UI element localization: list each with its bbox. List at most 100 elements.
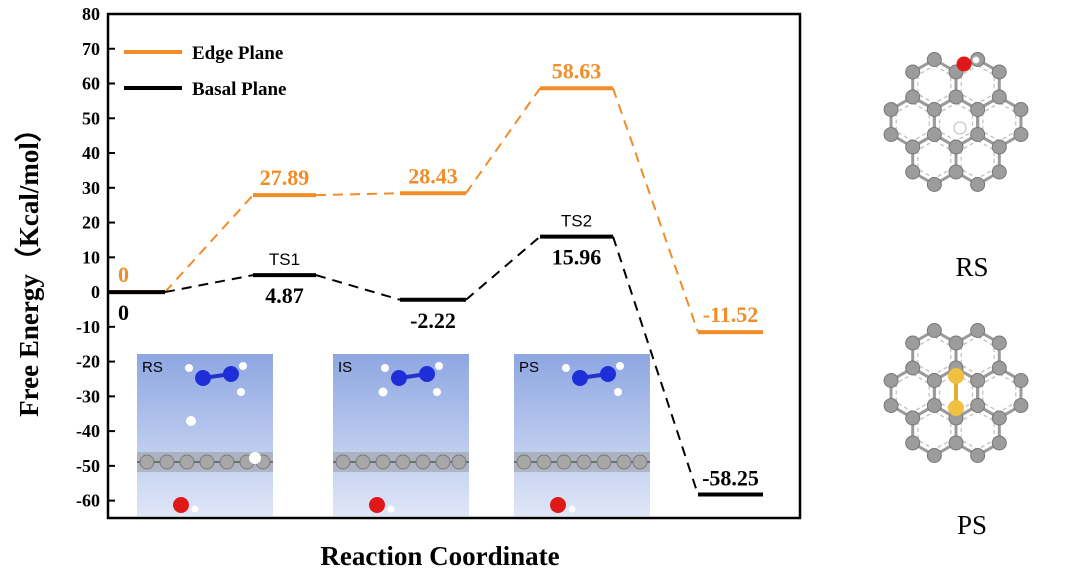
hydrogen-atom	[191, 505, 199, 513]
hydrogen-atom	[953, 121, 967, 135]
carbon-atom	[516, 454, 532, 470]
carbon-atom	[355, 454, 371, 470]
y-tick-label: 50	[82, 108, 100, 128]
hydrogen-atom	[972, 56, 980, 64]
carbon-atom	[991, 164, 1007, 180]
hydrogen-atom	[239, 362, 247, 370]
carbon-atom	[970, 398, 986, 413]
hydrogen-atom	[433, 388, 441, 396]
carbon-atom	[926, 323, 942, 338]
carbon-atom	[905, 360, 921, 376]
side-label-ps: PS	[957, 510, 987, 540]
carbon-atom	[926, 398, 942, 413]
basal-plane-connector-2	[465, 235, 541, 301]
carbon-atom	[616, 454, 632, 470]
carbon-atom	[926, 373, 942, 388]
hydrogen-atom	[249, 452, 261, 464]
aromatic-ring	[982, 102, 1017, 142]
y-tick-label: 10	[82, 247, 100, 267]
carbon-atom	[970, 373, 986, 388]
carbon-atom	[948, 335, 964, 351]
edge-plane-connector-2	[465, 87, 541, 194]
carbon-atom	[159, 454, 175, 470]
hydrogen-atom	[568, 505, 576, 513]
carbon-atom	[991, 435, 1007, 451]
inset-label: RS	[142, 359, 163, 376]
edge-plane-connector-3	[612, 87, 699, 333]
nitrogen-atom	[948, 368, 964, 384]
carbon-atom	[1013, 373, 1029, 388]
carbon-atom	[948, 139, 964, 155]
carbon-atom	[199, 454, 215, 470]
carbon-atom	[1013, 102, 1029, 117]
carbon-atom	[415, 454, 431, 470]
carbon-atom	[991, 64, 1007, 80]
carbon-atom	[1013, 127, 1029, 142]
y-tick-label: 40	[82, 143, 100, 163]
aromatic-ring	[960, 64, 995, 105]
basal-plane-value-label: -2.22	[410, 308, 456, 333]
aromatic-ring	[895, 102, 930, 142]
edge-plane-value-label: 27.89	[260, 165, 310, 190]
inset-structure-is: IS	[333, 354, 469, 516]
y-tick-label: 30	[82, 178, 100, 198]
carbon-atom	[991, 335, 1007, 351]
basal-plane-connector-3	[612, 236, 699, 495]
basal-plane-value-label: 15.96	[552, 245, 602, 270]
aromatic-ring	[960, 139, 995, 180]
carbon-atom	[883, 398, 899, 413]
aromatic-ring	[917, 335, 952, 376]
nitrogen-atom	[600, 366, 616, 382]
edge-plane-connector-1	[315, 192, 401, 197]
aromatic-ring	[895, 373, 930, 413]
carbon-atom	[970, 102, 986, 117]
legend-label: Edge Plane	[192, 43, 283, 64]
nitrogen-atom	[391, 370, 407, 386]
hydrogen-atom	[378, 387, 388, 397]
carbon-atom	[948, 435, 964, 451]
carbon-atom	[970, 323, 986, 338]
edge-plane-value-label: 0	[118, 262, 129, 287]
carbon-atom	[905, 410, 921, 426]
side-label-rs: RS	[955, 252, 988, 282]
side-structure-rs	[883, 52, 1029, 192]
x-axis-title: Reaction Coordinate	[320, 541, 559, 571]
carbon-atom	[926, 177, 942, 192]
y-axis-title: Free Energy（Kcal/mol）	[14, 115, 44, 417]
aromatic-ring	[917, 139, 952, 180]
carbon-atom	[395, 454, 411, 470]
y-tick-label: -30	[76, 386, 100, 406]
aromatic-ring	[960, 410, 995, 451]
carbon-atom	[335, 454, 351, 470]
y-tick-label: -20	[76, 352, 100, 372]
y-tick-label: 60	[82, 74, 100, 94]
carbon-atom	[948, 89, 964, 105]
hydrogen-atom	[616, 362, 624, 370]
carbon-atom	[219, 454, 235, 470]
carbon-atom	[926, 102, 942, 117]
carbon-atom	[632, 454, 648, 470]
aromatic-ring	[938, 102, 974, 142]
carbon-atom	[948, 164, 964, 180]
aromatic-ring	[917, 410, 952, 451]
oxygen-atom	[173, 497, 189, 513]
oxygen-atom	[369, 497, 385, 513]
edge-plane-value-label: 58.63	[552, 58, 602, 83]
carbon-atom	[905, 164, 921, 180]
y-tick-label: -60	[76, 491, 100, 511]
hydrogen-atom	[614, 388, 622, 396]
carbon-atom	[926, 52, 942, 67]
hydrogen-atom	[435, 362, 443, 370]
oxygen-atom	[956, 56, 972, 72]
basal-plane-value-label: 4.87	[265, 283, 304, 308]
edge-plane-value-label: -11.52	[703, 302, 759, 327]
nitrogen-atom	[223, 366, 239, 382]
y-tick-label: -10	[76, 317, 100, 337]
nitrogen-atom	[572, 370, 588, 386]
y-tick-label: -40	[76, 421, 100, 441]
carbon-atom	[991, 89, 1007, 105]
aromatic-ring	[917, 64, 952, 105]
inset-structure-rs: RS	[137, 354, 273, 516]
inset-structure-ps: PS	[514, 354, 650, 516]
carbon-atom	[556, 454, 572, 470]
